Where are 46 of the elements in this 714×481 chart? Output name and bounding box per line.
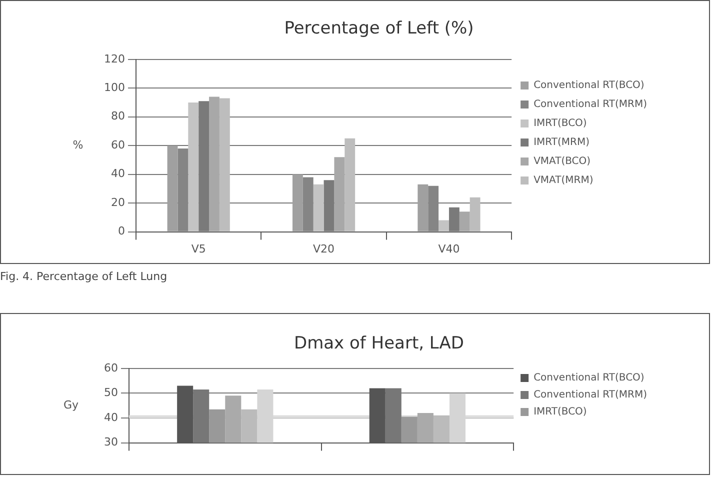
y-tick-label: 80 <box>110 110 125 123</box>
legend-label: VMAT(MRM) <box>534 175 594 186</box>
bar <box>448 207 460 232</box>
y-tick-label: 20 <box>110 196 125 209</box>
y-axis-title: Gy <box>63 398 79 412</box>
bar <box>438 220 449 232</box>
y-axis-title: % <box>72 138 84 152</box>
x-tick-label: V20 <box>313 242 335 256</box>
bar <box>292 174 303 232</box>
bar <box>344 138 356 232</box>
legend-label: Conventional RT(BCO) <box>534 80 644 92</box>
y-tick-label: 40 <box>104 410 118 424</box>
bar <box>459 212 470 232</box>
y-tick-label: 100 <box>104 80 125 94</box>
bar <box>167 146 178 232</box>
bar <box>418 184 428 232</box>
bar <box>428 186 439 232</box>
y-tick-label: 0 <box>118 224 125 238</box>
legend-label: VMAT(BCO) <box>534 156 591 168</box>
y-tick-label: 50 <box>104 386 118 400</box>
chart-title: Percentage of Left (%) <box>284 18 474 39</box>
bar <box>178 148 188 232</box>
bar <box>219 98 230 232</box>
legend-label: Conventional RT(MRM) <box>534 390 648 401</box>
y-tick-label: 120 <box>104 52 125 66</box>
bar <box>209 96 220 232</box>
legend-label: IMRT(MRM) <box>534 137 590 148</box>
chart-title: Dmax of Heart, LAD <box>294 334 464 354</box>
legend-label: IMRT(BCO) <box>534 118 587 130</box>
caption: Fig. 4. Percentage of Left Lung <box>0 270 168 283</box>
bar <box>302 177 314 232</box>
y-tick-label: 40 <box>110 167 125 180</box>
legend-label: Conventional RT(MRM) <box>534 99 648 110</box>
bar <box>198 101 210 232</box>
x-tick-label: V5 <box>191 242 206 256</box>
legend-label: IMRT(BCO) <box>534 406 587 418</box>
x-tick-label: V40 <box>438 242 460 256</box>
bar <box>470 197 480 232</box>
y-tick-label: 30 <box>104 436 118 449</box>
bar <box>324 180 334 232</box>
bar <box>188 102 199 232</box>
bar <box>334 157 345 232</box>
bar <box>313 184 324 232</box>
y-tick-label: 60 <box>104 361 118 374</box>
y-tick-label: 60 <box>110 138 125 152</box>
legend-label: Conventional RT(BCO) <box>534 372 644 384</box>
